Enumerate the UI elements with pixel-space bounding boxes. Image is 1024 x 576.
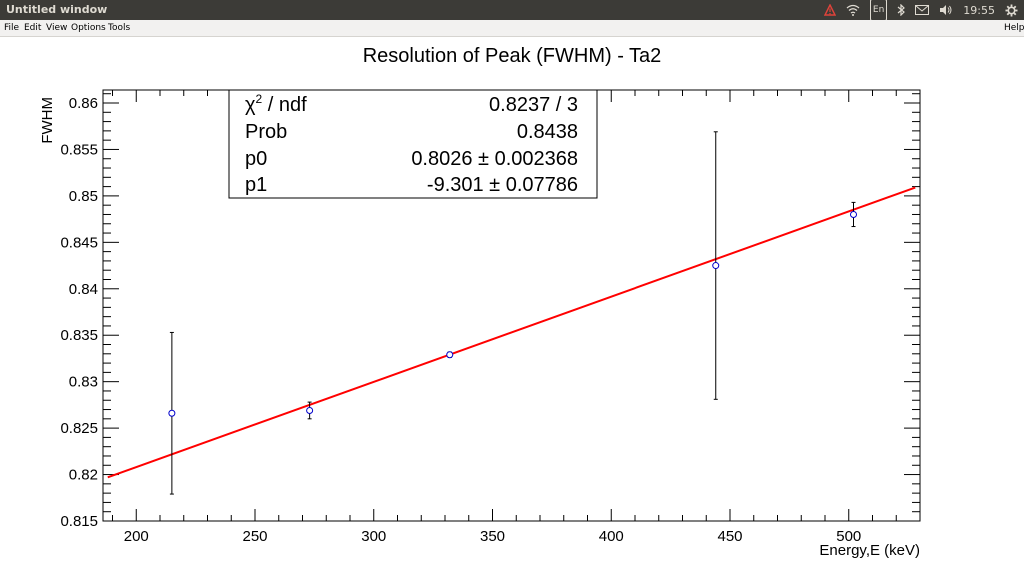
point-marker [850,210,857,218]
y-tick-label: 0.83 [69,374,98,391]
volume-icon[interactable] [939,0,953,20]
window-title: Untitled window [6,3,108,16]
point-marker [712,262,720,270]
data-point [306,401,314,420]
wifi-icon[interactable] [846,0,860,20]
fit-line [107,186,916,479]
stats-row-label: p1 [245,174,267,196]
chart-title: Resolution of Peak (FWHM) - Ta2 [363,45,662,67]
chart-svg: Resolution of Peak (FWHM) - Ta2 200 250 30… [39,45,921,559]
y-tick-label: 0.82 [69,467,98,484]
settings-gear-icon[interactable] [1005,0,1018,20]
x-tick-label: 250 [242,528,267,545]
stats-row-label: p0 [245,148,267,170]
y-tick-label: 0.855 [60,141,98,158]
y-tick-label: 0.86 [69,95,98,112]
x-tick-label: 200 [124,528,149,545]
y-axis-label: FWHM [39,97,56,144]
data-point [446,351,454,359]
menu-tools[interactable]: Tools [108,23,131,33]
y-tick-label: 0.845 [60,234,98,251]
stats-row-label: Prob [245,121,287,143]
menu-options[interactable]: Options [71,23,106,33]
data-point [168,331,176,495]
stats-row-value: 0.8237 / 3 [489,94,578,116]
y-tick-label: 0.815 [60,513,98,530]
clock-time[interactable]: 19:55 [963,3,995,17]
mail-icon[interactable] [915,0,930,20]
data-point [712,131,720,400]
bluetooth-icon[interactable] [897,0,906,20]
y-tick-label: 0.84 [69,281,98,298]
x-tick-label: 400 [599,528,624,545]
x-tick-label: 350 [480,528,505,545]
point-marker [446,351,454,359]
stats-box [228,89,598,199]
point-marker [168,409,176,417]
data-point [850,201,857,228]
stats-row-label: χ2 / ndf [245,92,307,116]
root-canvas[interactable]: Resolution of Peak (FWHM) - Ta2 200 250 30… [0,37,1024,576]
menu-view[interactable]: View [46,23,68,33]
stats-row-value: 0.8438 [517,121,578,143]
alert-icon[interactable] [823,0,836,20]
menu-bar: File Edit View Options Tools Help [0,20,1024,37]
y-tick-label: 0.835 [60,327,98,344]
x-tick-label: 300 [361,528,386,545]
y-tick-label: 0.825 [60,420,98,437]
menu-help[interactable]: Help [1004,23,1024,33]
system-tray: En 19:55 [823,0,1018,21]
keyboard-icon[interactable]: En [869,0,888,21]
menu-edit[interactable]: Edit [24,23,42,33]
y-tick-label: 0.85 [69,188,98,205]
system-top-bar: Untitled window En 19:55 [0,0,1024,21]
x-axis-label: Energy,E (keV) [819,542,920,559]
point-marker [306,406,314,414]
x-tick-label: 450 [717,528,742,545]
menu-file[interactable]: File [4,23,20,33]
stats-row-value: 0.8026 ± 0.002368 [411,148,578,170]
x-tick-label: 500 [836,528,861,545]
stats-row-value: -9.301 ± 0.07786 [427,174,578,196]
